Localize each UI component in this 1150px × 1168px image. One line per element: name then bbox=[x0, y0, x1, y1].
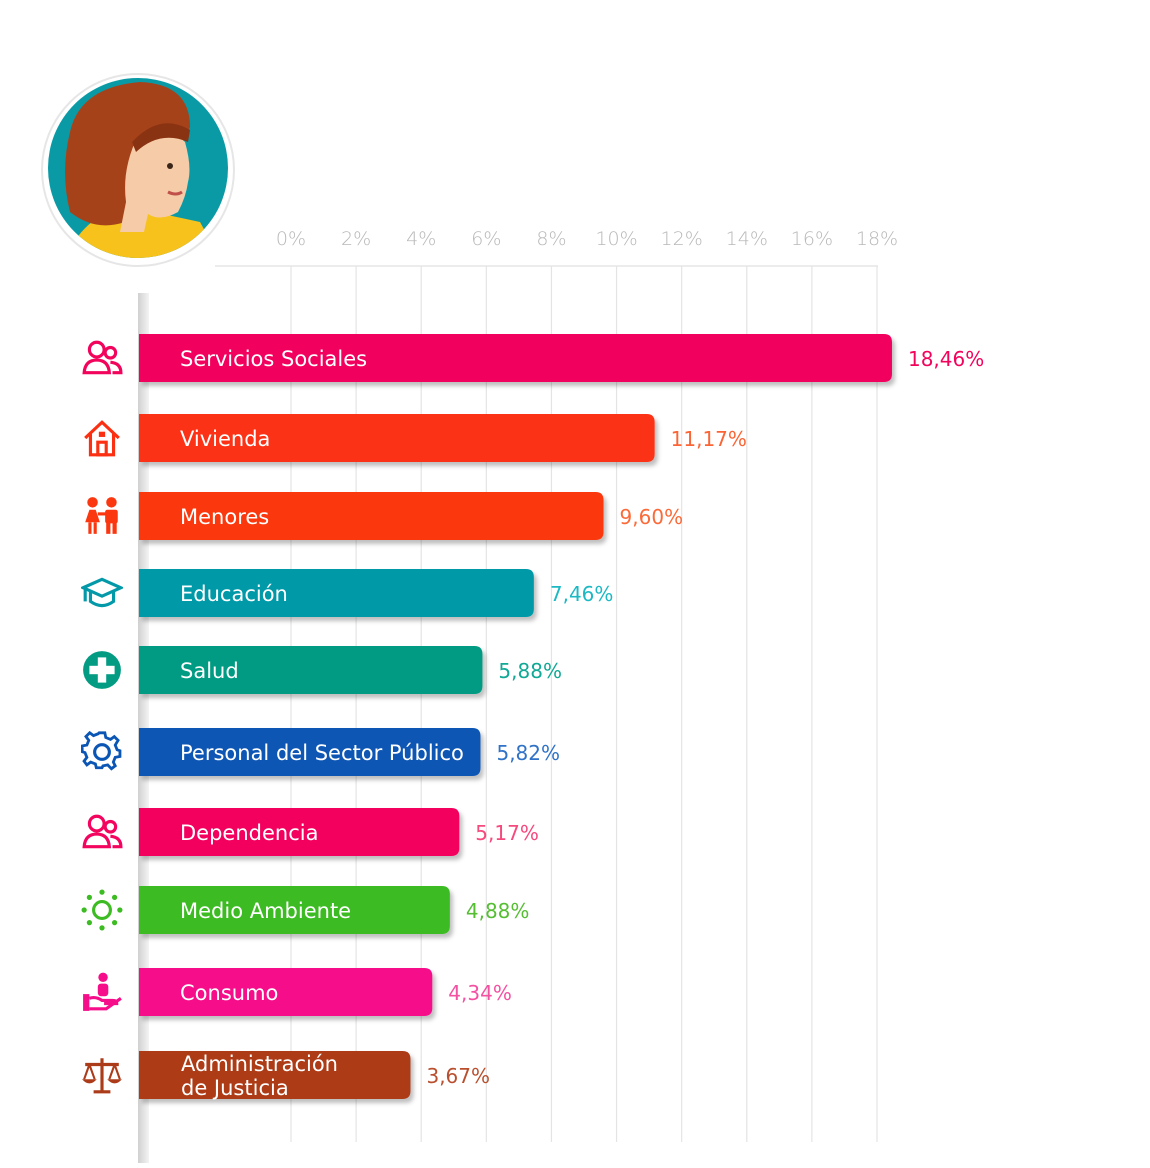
x-tick-label: 18% bbox=[856, 228, 898, 250]
value-label: 9,60% bbox=[620, 505, 684, 529]
value-label: 11,17% bbox=[671, 427, 747, 451]
bar bbox=[139, 569, 534, 617]
x-tick-label: 8% bbox=[536, 228, 566, 250]
bar-row: Salud 5,88% bbox=[83, 646, 562, 694]
value-label: 4,88% bbox=[466, 899, 530, 923]
x-tick-label: 12% bbox=[661, 228, 703, 250]
sun-icon bbox=[81, 889, 123, 931]
people-icon bbox=[82, 814, 123, 849]
bar bbox=[139, 886, 450, 934]
bar-row: Vivienda 11,17% bbox=[83, 414, 747, 462]
bar bbox=[139, 492, 604, 540]
value-label: 5,82% bbox=[496, 741, 560, 765]
bars: Servicios Sociales 18,46% Vivienda 11,17% Me… bbox=[81, 334, 984, 1100]
bar-label: Educación bbox=[180, 582, 288, 606]
woman-avatar-icon bbox=[41, 73, 235, 267]
bar-row: Servicios Sociales 18,46% bbox=[82, 334, 984, 382]
x-tick-label: 14% bbox=[726, 228, 768, 250]
scales-icon bbox=[81, 1056, 123, 1094]
value-label: 4,34% bbox=[448, 981, 512, 1005]
x-tick-label: 16% bbox=[791, 228, 833, 250]
bar bbox=[139, 728, 481, 776]
bar-label: Dependencia bbox=[180, 821, 318, 845]
x-tick-label: 0% bbox=[276, 228, 306, 250]
bar-label: Salud bbox=[180, 659, 239, 683]
bar-label-line2: de Justicia bbox=[181, 1076, 289, 1100]
medical-cross-icon bbox=[83, 651, 121, 689]
bar-label: Medio Ambiente bbox=[180, 899, 351, 923]
house-icon bbox=[83, 420, 121, 457]
bar-row: Menores 9,60% bbox=[83, 492, 684, 540]
value-label: 3,67% bbox=[426, 1064, 490, 1088]
bar-label: Vivienda bbox=[180, 427, 270, 451]
bar bbox=[139, 968, 433, 1016]
bar bbox=[139, 414, 655, 462]
people-icon bbox=[82, 340, 123, 375]
graduation-cap-icon bbox=[81, 577, 123, 608]
bar-row: Medio Ambiente 4,88% bbox=[81, 886, 530, 934]
value-label: 5,17% bbox=[475, 821, 539, 845]
bar-label: Administración bbox=[181, 1052, 338, 1076]
bar-label: Consumo bbox=[180, 981, 278, 1005]
grid bbox=[215, 265, 878, 1142]
bar bbox=[139, 1051, 411, 1099]
bar-row: Consumo 4,34% bbox=[81, 968, 512, 1016]
x-tick-label: 10% bbox=[595, 228, 637, 250]
value-label: 18,46% bbox=[908, 347, 984, 371]
value-label: 7,46% bbox=[550, 582, 614, 606]
bar bbox=[139, 334, 892, 382]
bar-row: Educación 7,46% bbox=[81, 569, 614, 617]
x-tick-label: 2% bbox=[341, 228, 371, 250]
hand-person-icon bbox=[81, 971, 123, 1013]
bar-label: Personal del Sector Público bbox=[180, 741, 464, 765]
avatar bbox=[40, 72, 240, 272]
bar-row: Personal del Sector Público 5,82% bbox=[81, 728, 560, 776]
bar-row: Dependencia 5,17% bbox=[82, 808, 539, 856]
value-label: 5,88% bbox=[498, 659, 562, 683]
children-icon bbox=[83, 495, 120, 536]
bar-label: Menores bbox=[180, 505, 269, 529]
x-tick-label: 6% bbox=[471, 228, 501, 250]
x-tick-label: 4% bbox=[406, 228, 436, 250]
bar-label: Servicios Sociales bbox=[180, 347, 367, 371]
x-axis-ticks: 0% 2% 4% 6% 8% 10% 12% 14% 16% 18% bbox=[276, 228, 898, 250]
bar bbox=[139, 808, 460, 856]
bar bbox=[139, 646, 483, 694]
gear-icon bbox=[81, 731, 122, 771]
